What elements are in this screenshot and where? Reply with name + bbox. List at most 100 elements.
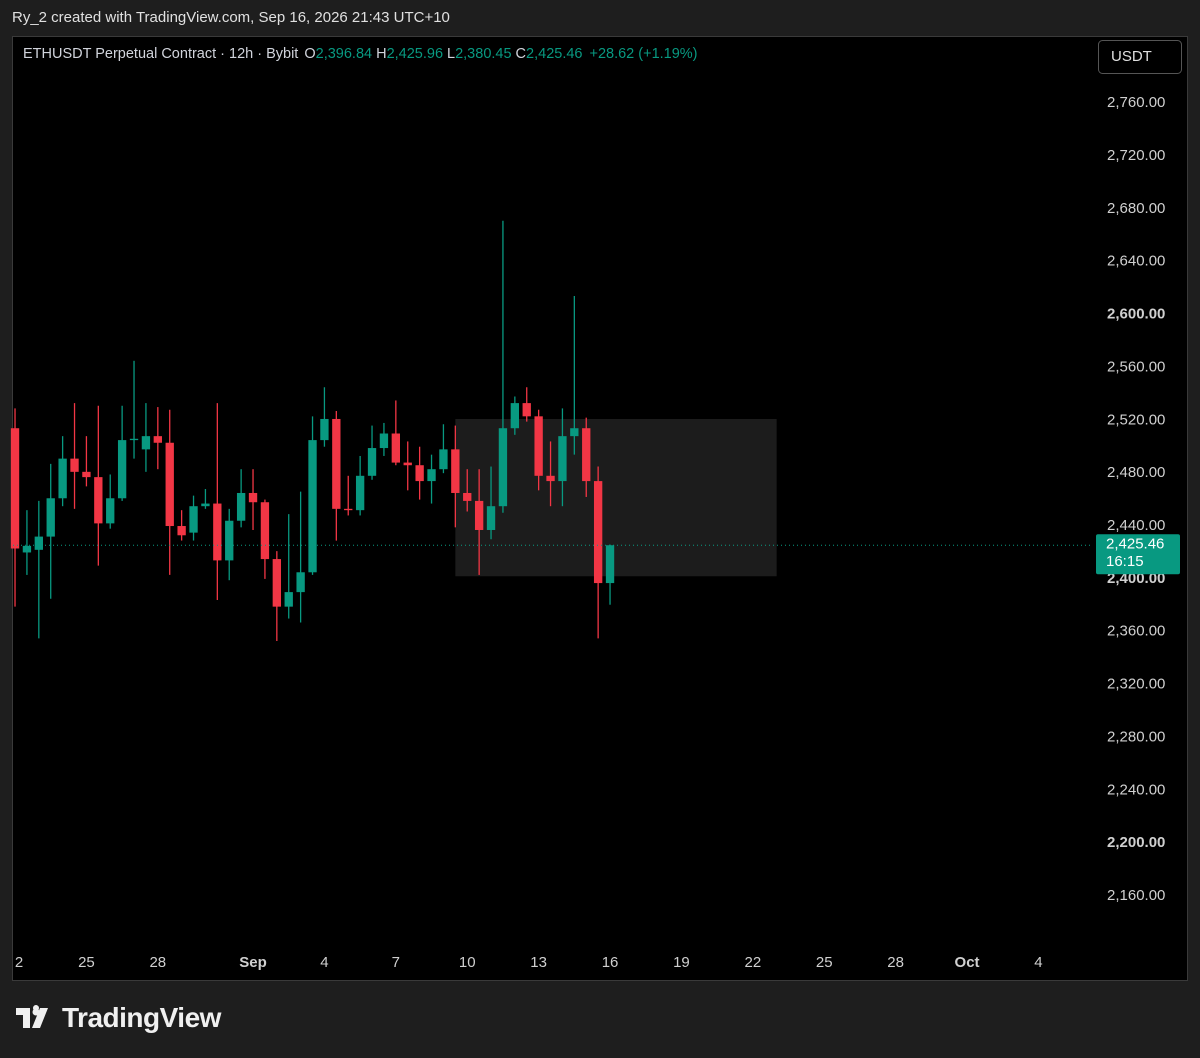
x-tick-label: Sep [239, 954, 267, 971]
candle-body [355, 475, 365, 511]
candle-body [117, 440, 127, 499]
y-tick-label: 2,200.00 [1107, 834, 1165, 851]
candle-body [82, 471, 91, 478]
last-price-label: 2,425.46 [1106, 536, 1164, 553]
y-tick-label: 2,760.00 [1107, 94, 1165, 111]
candle-body [558, 436, 567, 482]
y-tick-label: 2,560.00 [1107, 358, 1165, 375]
candle-body [46, 498, 55, 537]
ohlc-value: 2,396.84 [315, 46, 373, 62]
currency-button[interactable] [1098, 40, 1182, 74]
candle-body [94, 477, 103, 524]
candle-body [296, 572, 305, 593]
ohlc-value: 2,425.46 [526, 46, 583, 62]
candle-body [70, 458, 79, 472]
candle-body [153, 436, 162, 443]
y-tick-label: 2,160.00 [1107, 887, 1165, 904]
range-box [455, 418, 777, 577]
candle-body [272, 559, 281, 607]
logo-text: TradingView [62, 1002, 221, 1033]
candle-body [189, 506, 198, 533]
y-tick-label: 2,520.00 [1107, 411, 1165, 428]
x-tick-label: 2 [15, 954, 23, 971]
candle-body [391, 433, 400, 463]
candle-body [129, 438, 139, 441]
candle-body [439, 449, 448, 470]
candle-body [582, 428, 591, 482]
change-label: +28.62 (+1.19%) [589, 46, 698, 62]
countdown: 16:15 [1106, 553, 1144, 570]
y-tick-label: 2,320.00 [1107, 676, 1165, 693]
candle-body [248, 492, 258, 503]
x-tick-label: 4 [320, 954, 328, 971]
x-tick-label: 25 [78, 954, 95, 971]
chart-title: ETHUSDT Perpetual Contract · 12h · Bybit [23, 46, 299, 62]
candle-body [34, 536, 43, 550]
candle-body [415, 465, 424, 482]
ohlc-key: H [376, 46, 387, 62]
x-tick-label: 19 [673, 954, 690, 971]
candle-body [474, 500, 484, 530]
candle-body [403, 462, 412, 466]
candle-body [106, 498, 115, 524]
candle-body [332, 418, 341, 509]
candle-body [522, 403, 531, 417]
x-tick-label: 13 [530, 954, 547, 971]
candle-body [284, 592, 293, 607]
candle-body [165, 442, 174, 527]
x-tick-label: 4 [1034, 954, 1042, 971]
y-tick-label: 2,720.00 [1107, 147, 1165, 164]
x-tick-label: 7 [392, 954, 400, 971]
candle-body [534, 416, 543, 476]
candle-body [225, 520, 234, 561]
y-tick-label: 2,240.00 [1107, 781, 1165, 798]
candle-body [320, 418, 329, 441]
ohlc-key: C [515, 46, 527, 62]
candle-body [605, 545, 615, 584]
y-tick-label: 2,440.00 [1107, 517, 1165, 534]
candle-body [22, 545, 32, 553]
attribution: Ry_2 created with TradingView.com, Sep 1… [12, 9, 450, 26]
candle-body [177, 526, 186, 536]
candle-body [546, 475, 555, 482]
last-price-box [1096, 534, 1180, 575]
ohlc-value: 2,380.45 [455, 46, 512, 62]
y-tick-label: 2,680.00 [1107, 200, 1165, 217]
x-tick-label: 28 [149, 954, 166, 971]
candle-body [379, 433, 389, 449]
candle-body [570, 428, 579, 437]
x-tick-label: Oct [955, 954, 980, 971]
candle-body [593, 481, 603, 584]
candle-body [213, 503, 222, 561]
ohlc-legend: ETHUSDT Perpetual Contract · 12h · Bybit… [23, 46, 698, 62]
ohlc-key: L [447, 46, 456, 62]
y-tick-label: 2,480.00 [1107, 464, 1165, 481]
ohlc-value: 2,425.96 [386, 46, 444, 62]
ohlc-key: O [304, 46, 316, 62]
y-tick-label: 2,280.00 [1107, 728, 1165, 745]
candle-body [510, 403, 520, 429]
candle-body [427, 469, 436, 482]
candle-body [451, 449, 460, 493]
candle-body [498, 428, 508, 507]
x-tick-label: 16 [602, 954, 619, 971]
candle-body [58, 458, 67, 499]
x-tick-label: 10 [459, 954, 476, 971]
y-tick-label: 2,600.00 [1107, 306, 1165, 323]
candle-body [260, 502, 270, 560]
candle-body [344, 508, 353, 511]
candle-body [367, 448, 377, 476]
x-tick-label: 28 [887, 954, 904, 971]
candle-body [236, 492, 246, 521]
x-tick-label: 22 [744, 954, 761, 971]
x-tick-label: 25 [816, 954, 833, 971]
logo: TradingView [14, 1002, 221, 1034]
candle-body [201, 503, 210, 507]
y-tick-label: 2,360.00 [1107, 623, 1165, 640]
candle-body [141, 436, 151, 450]
candle-body [308, 440, 317, 573]
candle-body [463, 492, 472, 501]
currency-label[interactable]: USDT [1111, 48, 1152, 65]
